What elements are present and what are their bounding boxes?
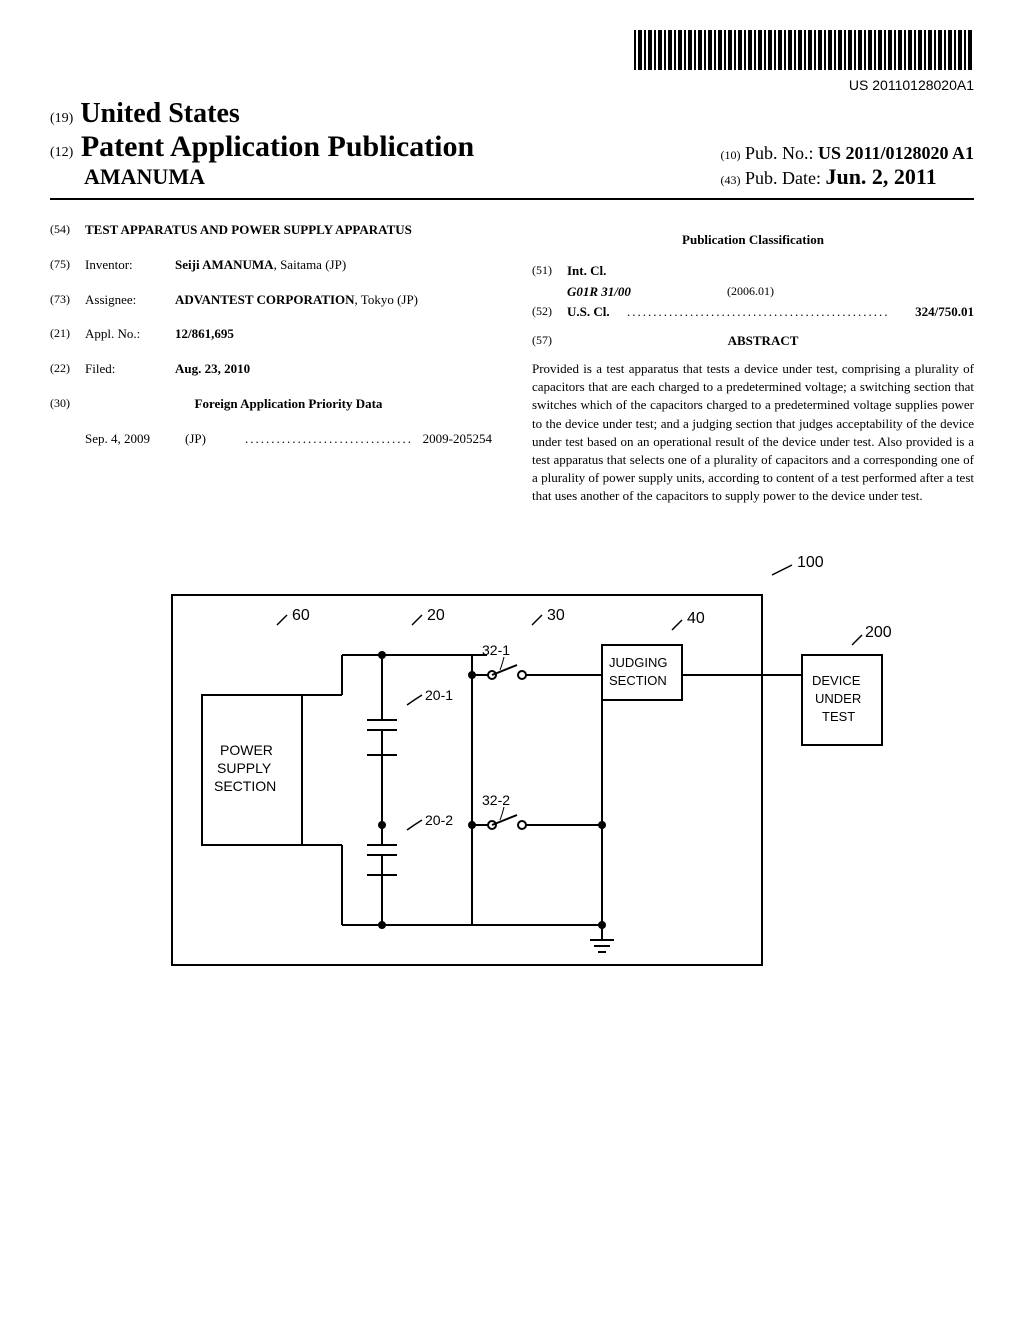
assignee-num: (73) (50, 290, 85, 311)
uscl-num: (52) (532, 302, 567, 323)
priority-heading: Foreign Application Priority Data (85, 394, 492, 415)
abstract-body: Provided is a test apparatus that tests … (532, 360, 974, 506)
pub-no-value: US 2011/0128020 A1 (818, 143, 974, 163)
judging-label-2: SECTION (609, 673, 667, 688)
priority-number: 2009-205254 (423, 429, 492, 450)
applicant-name: AMANUMA (84, 164, 474, 190)
power-supply-label-1: POWER (220, 742, 273, 758)
circuit-diagram: 100 POWER SUPPLY SECTION 60 (132, 545, 892, 995)
inventor-label: Inventor: (85, 255, 175, 276)
inventor-loc: , Saitama (JP) (274, 257, 347, 272)
filed-value: Aug. 23, 2010 (175, 359, 492, 380)
country-prefix: (19) (50, 111, 73, 126)
uscl-dots: ........................................… (627, 302, 915, 323)
abstract-heading-row: (57) ABSTRACT (532, 331, 974, 352)
invention-title: TEST APPARATUS AND POWER SUPPLY APPARATU… (85, 220, 412, 241)
pub-date-prefix: (43) (720, 173, 740, 187)
filed-label: Filed: (85, 359, 175, 380)
inventor-num: (75) (50, 255, 85, 276)
applno-value: 12/861,695 (175, 324, 492, 345)
assignee-loc: , Tokyo (JP) (355, 292, 419, 307)
intcl-code: G01R 31/00 (567, 282, 727, 303)
pub-date-label: Pub. Date: (745, 168, 821, 188)
applno-num: (21) (50, 324, 85, 345)
pub-no-line: (10) Pub. No.: US 2011/0128020 A1 (720, 143, 974, 164)
filed-num: (22) (50, 359, 85, 380)
barcode-label: US 20110128020A1 (50, 77, 974, 93)
ref-30: 30 (547, 607, 565, 624)
ref-20-2: 20-2 (425, 812, 453, 828)
ref-40: 40 (687, 610, 705, 627)
uscl-label: U.S. Cl. (567, 302, 627, 323)
priority-dots: ................................ (245, 429, 423, 450)
power-supply-label-3: SECTION (214, 778, 276, 794)
assignee-value: ADVANTEST CORPORATION, Tokyo (JP) (175, 290, 492, 311)
title-num: (54) (50, 220, 85, 241)
assignee-label: Assignee: (85, 290, 175, 311)
inventor-value: Seiji AMANUMA, Saitama (JP) (175, 255, 492, 276)
abstract-title: ABSTRACT (728, 333, 799, 348)
abstract-num: (57) (532, 331, 552, 350)
judging-label-1: JUDGING (609, 655, 668, 670)
dut-label-2: UNDER (815, 691, 861, 706)
dut-label-1: DEVICE (812, 673, 861, 688)
left-column: (54) TEST APPARATUS AND POWER SUPPLY APP… (50, 220, 492, 505)
ref-20: 20 (427, 607, 445, 624)
pub-no-prefix: (10) (720, 148, 740, 162)
country-line: (19) United States (50, 98, 474, 130)
dut-label-3: TEST (822, 709, 855, 724)
ref-32-1: 32-1 (482, 642, 510, 658)
priority-num: (30) (50, 394, 85, 415)
priority-date: Sep. 4, 2009 (85, 429, 185, 450)
right-column: Publication Classification (51) Int. Cl.… (532, 220, 974, 505)
ref-200: 200 (865, 624, 892, 641)
intcl-num: (51) (532, 261, 567, 282)
pub-no-label: Pub. No.: (745, 143, 814, 163)
intcl-date: (2006.01) (727, 282, 774, 303)
pub-class-heading: Publication Classification (532, 230, 974, 251)
applno-label: Appl. No.: (85, 324, 175, 345)
ref-60: 60 (292, 607, 310, 624)
inventor-name: Seiji AMANUMA (175, 257, 274, 272)
pub-type-prefix: (12) (50, 145, 73, 160)
divider (50, 198, 974, 200)
pub-type-text: Patent Application Publication (81, 130, 474, 163)
ref-20-1: 20-1 (425, 687, 453, 703)
figure-container: 100 POWER SUPPLY SECTION 60 (50, 545, 974, 995)
priority-country: (JP) (185, 429, 245, 450)
power-supply-label-2: SUPPLY (217, 760, 272, 776)
country-name: United States (80, 98, 239, 129)
uscl-value: 324/750.01 (915, 302, 974, 323)
priority-data-row: Sep. 4, 2009 (JP) ......................… (85, 429, 492, 450)
pub-type-line: (12) Patent Application Publication (50, 130, 474, 164)
assignee-name: ADVANTEST CORPORATION (175, 292, 355, 307)
intcl-label: Int. Cl. (567, 261, 627, 282)
barcode-graphic (634, 30, 974, 70)
ref-32-2: 32-2 (482, 792, 510, 808)
ref-100: 100 (797, 554, 824, 571)
pub-date-line: (43) Pub. Date: Jun. 2, 2011 (720, 164, 974, 190)
pub-date-value: Jun. 2, 2011 (825, 164, 936, 189)
